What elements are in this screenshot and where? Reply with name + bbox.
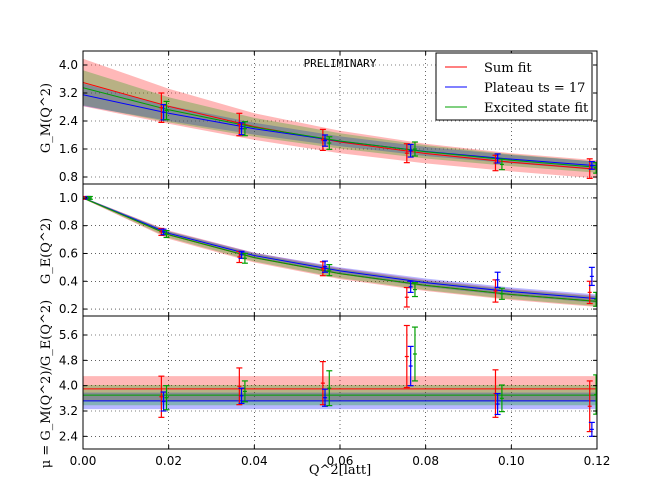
panel-middle: 0.2 0.4 0.6 0.8 1.0	[59, 183, 598, 317]
fit-line-sum-fit	[83, 197, 597, 302]
y-axis-label-middle: G_E(Q^2)	[39, 218, 54, 284]
fit-line-excited-state-fit	[83, 197, 597, 302]
y-axis-label-top: G_M(Q^2)	[39, 83, 54, 153]
band-excited-state-fit	[83, 197, 597, 307]
panel-bottom: 2.4 3.2 4.0 4.8 5.6 0.00 0.02 0.04 0.06 0.08 0.10 0…	[59, 315, 611, 468]
legend-label-excited-state-fit: Excited state fit	[484, 101, 589, 116]
y-tick-label: 4.0	[59, 58, 78, 72]
y-tick-label: 4.8	[59, 353, 78, 367]
y-tick-label: 3.2	[59, 404, 78, 418]
y-tick-label: 4.0	[59, 379, 78, 393]
x-tick-label: 0.12	[584, 454, 611, 468]
fit-line-sum-fit	[83, 82, 597, 170]
legend: Sum fit Plateau ts = 17 Excited state fi…	[435, 52, 593, 121]
panel-top: 0.8 1.6 2.4 3.2 4.0	[59, 50, 598, 185]
y-tick-label: 5.6	[59, 328, 78, 342]
x-tick-label: 0.08	[412, 454, 439, 468]
x-tick-label: 0.06	[327, 454, 354, 468]
x-tick-label: 0.10	[498, 454, 525, 468]
y-tick-label: 1.6	[59, 142, 78, 156]
x-tick-label: 0.02	[155, 454, 182, 468]
x-tick-label: 0.04	[241, 454, 268, 468]
fit-line-excited-state-fit	[83, 87, 597, 168]
band-sum-fit	[83, 197, 597, 307]
y-tick-label: 0.4	[59, 274, 78, 288]
y-tick-label: 2.4	[59, 429, 78, 443]
preliminary-annotation: PRELIMINARY	[304, 57, 377, 70]
band-plateau-ts-17	[83, 197, 597, 303]
y-axis-label-bottom: μ = G_M(Q^2)/G_E(Q^2)	[39, 300, 54, 469]
x-axis-label: Q^2[latt]	[309, 463, 371, 478]
panel-middle-plot-area	[83, 184, 597, 316]
legend-label-sum-fit: Sum fit	[484, 61, 532, 76]
y-tick-label: 0.6	[59, 246, 78, 260]
legend-label-plateau: Plateau ts = 17	[484, 81, 585, 96]
y-tick-label: 0.8	[59, 219, 78, 233]
panel-top-plot-area	[83, 51, 597, 184]
x-tick-label: 0.00	[70, 454, 97, 468]
panel-bottom-plot-area	[83, 316, 597, 449]
y-tick-label: 0.2	[59, 302, 78, 316]
y-tick-label: 1.0	[59, 191, 78, 205]
band-sum-fit	[83, 58, 597, 179]
y-tick-label: 3.2	[59, 86, 78, 100]
fit-line-plateau-ts-17	[83, 197, 597, 300]
y-tick-label: 0.8	[59, 170, 78, 184]
y-tick-label: 2.4	[59, 114, 78, 128]
